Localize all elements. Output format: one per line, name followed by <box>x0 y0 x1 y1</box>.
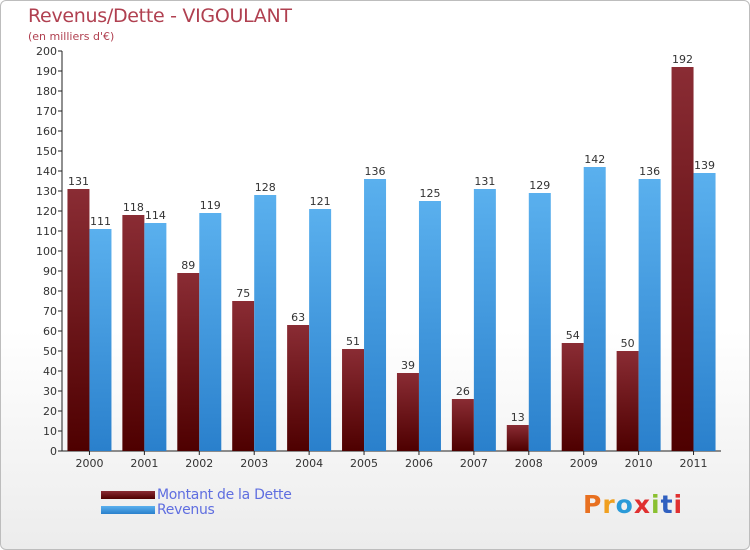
data-label-revenus: 129 <box>529 179 550 192</box>
bar-revenus <box>364 179 387 451</box>
bar-dette <box>287 325 310 451</box>
y-tick-label: 10 <box>43 425 57 438</box>
data-label-revenus: 139 <box>694 159 715 172</box>
bar-dette <box>506 425 529 451</box>
x-tick-label: 2002 <box>185 457 213 470</box>
y-tick-label: 130 <box>36 185 57 198</box>
data-label-dette: 118 <box>123 201 144 214</box>
y-tick-label: 150 <box>36 145 57 158</box>
bar-dette <box>561 343 584 451</box>
bar-revenus <box>89 229 112 451</box>
x-tick-label: 2011 <box>680 457 708 470</box>
y-tick-label: 50 <box>43 345 57 358</box>
y-tick-label: 30 <box>43 385 57 398</box>
data-label-revenus: 125 <box>419 187 440 200</box>
bar-revenus <box>309 209 332 451</box>
legend-item-revenus: Revenus <box>101 501 292 518</box>
bar-dette <box>671 67 694 451</box>
data-label-revenus: 111 <box>90 215 111 228</box>
x-tick-label: 2009 <box>570 457 598 470</box>
data-label-dette: 51 <box>346 335 360 348</box>
data-label-revenus: 119 <box>200 199 221 212</box>
data-label-revenus: 114 <box>145 209 166 222</box>
data-label-dette: 75 <box>236 287 250 300</box>
legend-item-dette: Montant de la Dette <box>101 486 292 503</box>
data-label-dette: 131 <box>68 175 89 188</box>
bar-revenus <box>583 167 606 451</box>
y-tick-label: 200 <box>36 45 57 58</box>
y-tick-label: 70 <box>43 305 57 318</box>
bar-dette <box>396 373 419 451</box>
legend-swatch-revenus <box>101 505 155 514</box>
x-tick-label: 2001 <box>130 457 158 470</box>
y-tick-label: 110 <box>36 225 57 238</box>
y-tick-label: 20 <box>43 405 57 418</box>
chart-title: Revenus/Dette - VIGOULANT <box>28 5 292 27</box>
legend-label-dette: Montant de la Dette <box>157 486 292 503</box>
x-tick-label: 2010 <box>625 457 653 470</box>
y-tick-label: 90 <box>43 265 57 278</box>
bar-dette <box>232 301 255 451</box>
data-label-dette: 89 <box>181 259 195 272</box>
data-label-dette: 54 <box>566 329 580 342</box>
data-label-dette: 50 <box>621 337 635 350</box>
data-label-revenus: 128 <box>255 181 276 194</box>
chart-subtitle: (en milliers d'€) <box>28 30 115 43</box>
y-tick-label: 180 <box>36 85 57 98</box>
y-tick-label: 120 <box>36 205 57 218</box>
y-tick-label: 190 <box>36 65 57 78</box>
x-tick-label: 2004 <box>295 457 323 470</box>
proxiti-logo: Proxiti <box>583 490 684 519</box>
bar-revenus <box>199 213 222 451</box>
y-tick-label: 0 <box>50 445 57 458</box>
x-tick-label: 2006 <box>405 457 433 470</box>
legend-swatch-dette <box>101 490 155 499</box>
data-label-dette: 192 <box>672 53 693 66</box>
data-label-revenus: 136 <box>365 165 386 178</box>
y-tick-label: 40 <box>43 365 57 378</box>
y-tick-label: 100 <box>36 245 57 258</box>
x-tick-label: 2005 <box>350 457 378 470</box>
y-tick-label: 170 <box>36 105 57 118</box>
bar-dette <box>122 215 145 451</box>
bar-revenus <box>473 189 496 451</box>
data-label-revenus: 136 <box>639 165 660 178</box>
data-label-revenus: 131 <box>474 175 495 188</box>
bar-dette <box>616 351 639 451</box>
data-label-revenus: 121 <box>310 195 331 208</box>
x-tick-label: 2008 <box>515 457 543 470</box>
x-tick-label: 2000 <box>75 457 103 470</box>
x-tick-label: 2003 <box>240 457 268 470</box>
bar-dette <box>67 189 90 451</box>
data-label-dette: 26 <box>456 385 470 398</box>
legend-label-revenus: Revenus <box>157 501 215 518</box>
data-label-dette: 13 <box>511 411 525 424</box>
bar-dette <box>342 349 365 451</box>
legend: Montant de la Dette Revenus <box>101 486 292 518</box>
data-label-dette: 39 <box>401 359 415 372</box>
y-tick-label: 80 <box>43 285 57 298</box>
bar-revenus <box>693 173 716 451</box>
y-tick-label: 60 <box>43 325 57 338</box>
y-tick-label: 160 <box>36 125 57 138</box>
bar-revenus <box>254 195 277 451</box>
data-label-dette: 63 <box>291 311 305 324</box>
y-tick-label: 140 <box>36 165 57 178</box>
data-label-revenus: 142 <box>584 153 605 166</box>
bar-revenus <box>638 179 661 451</box>
bar-revenus <box>528 193 551 451</box>
x-tick-label: 2007 <box>460 457 488 470</box>
bar-revenus <box>418 201 441 451</box>
bar-dette <box>177 273 200 451</box>
bar-dette <box>451 399 474 451</box>
bar-revenus <box>144 223 167 451</box>
